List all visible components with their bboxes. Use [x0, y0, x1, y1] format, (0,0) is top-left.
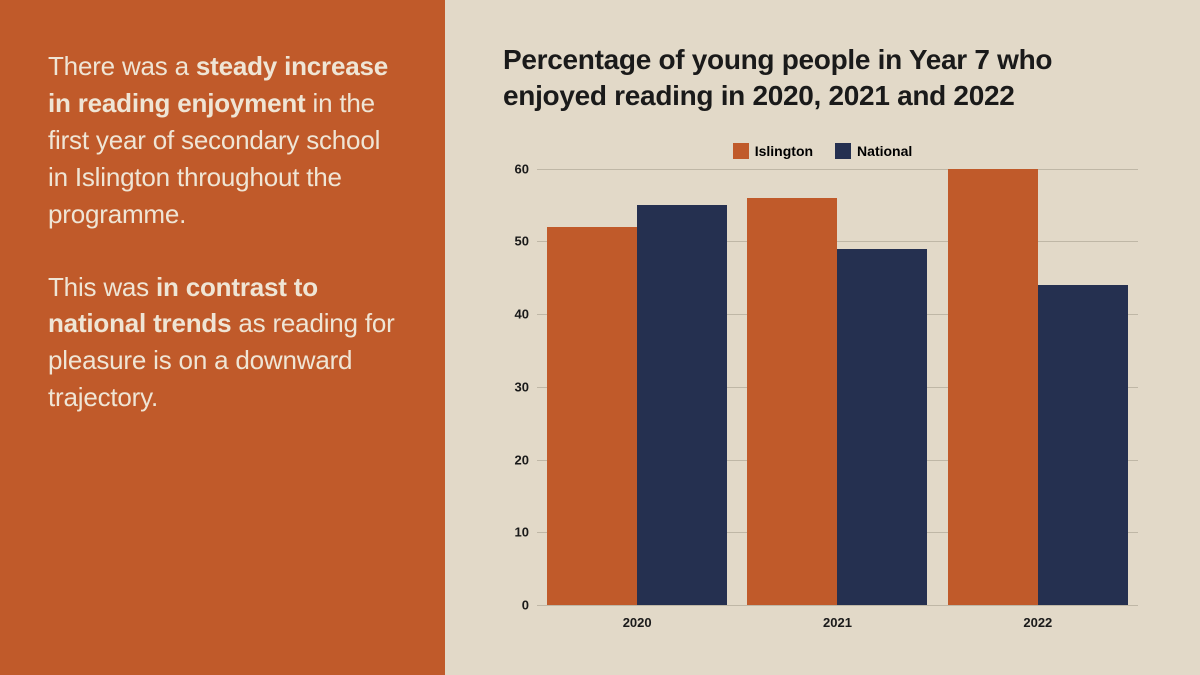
legend-swatch [733, 143, 749, 159]
bar-islington [547, 227, 637, 605]
bar-group [938, 169, 1138, 605]
chart-title: Percentage of young people in Year 7 who… [503, 42, 1142, 115]
y-tick-label: 50 [515, 234, 529, 249]
narrative-paragraph-1: There was a steady increase in reading e… [48, 48, 405, 233]
plot-area: 0102030405060 [537, 169, 1138, 605]
bars-container [537, 169, 1138, 605]
bar-islington [747, 198, 837, 605]
narrative-panel: There was a steady increase in reading e… [0, 0, 445, 675]
bar-national [837, 249, 927, 605]
y-tick-label: 10 [515, 525, 529, 540]
text: There was a [48, 51, 196, 81]
bar-islington [948, 169, 1038, 605]
x-tick-label: 2022 [938, 609, 1138, 635]
bar-national [1038, 285, 1128, 605]
legend-item-national: National [835, 143, 912, 159]
x-axis-labels: 202020212022 [537, 609, 1138, 635]
narrative-paragraph-2: This was in contrast to national trends … [48, 269, 405, 417]
y-tick-label: 30 [515, 379, 529, 394]
text: This was [48, 272, 156, 302]
y-tick-label: 20 [515, 452, 529, 467]
legend-item-islington: Islington [733, 143, 813, 159]
gridline [537, 605, 1138, 606]
x-tick-label: 2020 [537, 609, 737, 635]
y-tick-label: 60 [515, 161, 529, 176]
chart-area: Islington National 0102030405060 2020202… [503, 139, 1142, 635]
bar-group [537, 169, 737, 605]
legend-label: Islington [755, 143, 813, 159]
chart-panel: Percentage of young people in Year 7 who… [445, 0, 1200, 675]
bar-national [637, 205, 727, 605]
x-tick-label: 2021 [737, 609, 937, 635]
legend-swatch [835, 143, 851, 159]
legend: Islington National [503, 143, 1142, 159]
y-tick-label: 0 [522, 598, 529, 613]
y-tick-label: 40 [515, 307, 529, 322]
legend-label: National [857, 143, 912, 159]
bar-group [737, 169, 937, 605]
